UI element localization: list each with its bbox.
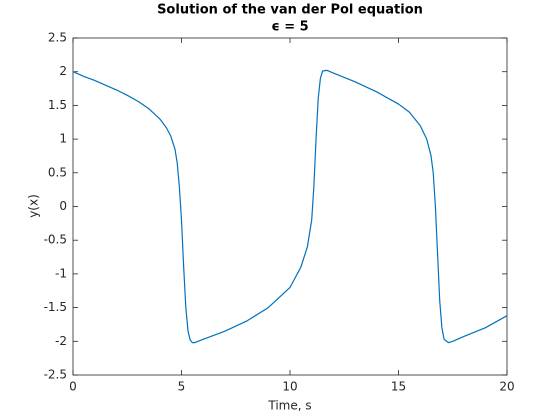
data-line [72, 69, 508, 344]
y-tick-label: 1.5 [48, 98, 67, 112]
x-tick-label: 0 [69, 380, 77, 394]
y-tick-label: -2 [55, 334, 67, 348]
y-tick-label: -2.5 [44, 368, 67, 382]
chart-subtitle: ϵ = 5 [271, 20, 308, 35]
chart-title: Solution of the van der Pol equation [157, 3, 423, 18]
x-tick-label: 5 [178, 380, 186, 394]
y-tick-label: -0.5 [44, 233, 67, 247]
x-tick-label: 15 [391, 380, 406, 394]
y-axis-label: y(x) [27, 194, 41, 218]
y-tick-label: 1 [59, 132, 67, 146]
x-tick-label: 10 [282, 380, 297, 394]
y-tick-label: 0 [59, 199, 67, 213]
y-tick-label: -1 [55, 266, 67, 280]
x-axis-label: Time, s [267, 399, 311, 413]
y-tick-label: 2 [59, 64, 67, 78]
y-tick-label: 0.5 [48, 165, 67, 179]
y-tick-label: 2.5 [48, 31, 67, 45]
x-tick-label: 20 [499, 380, 514, 394]
y-tick-label: -1.5 [44, 300, 67, 314]
